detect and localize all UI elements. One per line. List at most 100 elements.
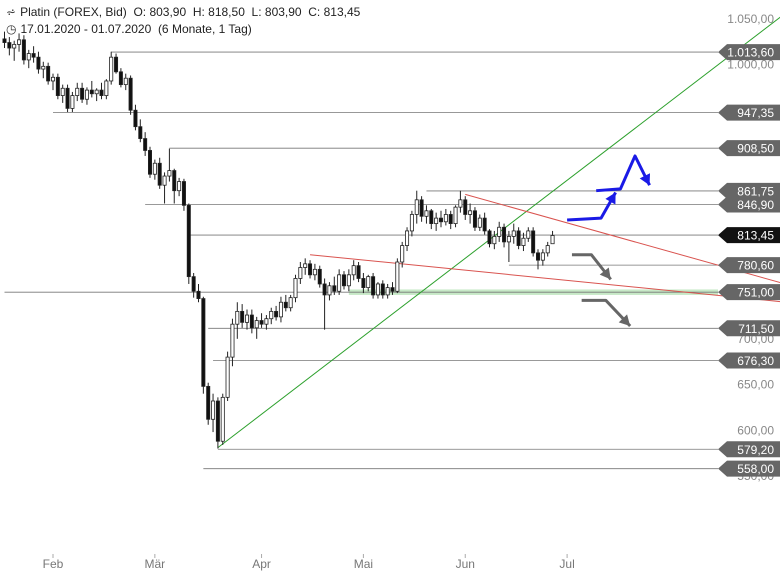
candle-body (167, 170, 172, 177)
candle-body (438, 217, 443, 223)
candle-body (492, 236, 497, 245)
level-label: 780,60 (737, 259, 774, 273)
trendline (465, 193, 780, 284)
open-value: O: 803,90 (133, 5, 187, 19)
candle-body (143, 138, 148, 151)
candle-body (138, 126, 143, 139)
trendline (310, 254, 780, 303)
candle-body (531, 230, 536, 254)
candle-body (109, 56, 114, 82)
candle-body (337, 274, 342, 292)
close-value: C: 813,45 (308, 5, 361, 19)
candle-body (278, 301, 283, 318)
candle-body (118, 71, 123, 86)
candle-body (536, 252, 541, 261)
arrow-head (618, 314, 631, 327)
candle-body (506, 236, 511, 243)
candle-body (453, 206, 458, 225)
candle-body (36, 56, 41, 70)
level-tag (718, 182, 780, 199)
candle-body (472, 210, 477, 228)
candle-body (288, 297, 293, 309)
candle-body (196, 290, 201, 299)
candle-body (191, 276, 196, 292)
candle-body (293, 278, 298, 299)
candle-body (516, 230, 521, 246)
low-value: L: 803,90 (251, 5, 302, 19)
candle-body (385, 287, 390, 296)
candle-body (21, 39, 26, 61)
level-tag (718, 441, 780, 458)
candle-body (181, 181, 186, 206)
candle-body (186, 204, 191, 278)
x-tick-label: Jun (456, 557, 475, 571)
clock-icon: ◷ (6, 22, 17, 36)
candle-body (414, 199, 419, 215)
candle-body (443, 214, 448, 223)
candle-body (361, 278, 366, 289)
candle-body (521, 237, 526, 246)
candle-body (211, 400, 216, 420)
candle-body (303, 263, 308, 268)
level-tag (718, 284, 780, 301)
candle-body (375, 283, 380, 296)
candle-body (244, 314, 249, 323)
high-value: H: 818,50 (192, 5, 245, 19)
x-tick-label: Apr (252, 557, 271, 571)
candle-body (317, 268, 322, 285)
candle-body (312, 268, 317, 276)
candle-body (26, 53, 31, 61)
candle-body (550, 235, 555, 245)
candle-body (220, 396, 225, 442)
candle-body (463, 199, 468, 215)
candle-body (123, 77, 128, 86)
level-tag (718, 352, 780, 369)
candle-body (356, 265, 361, 279)
candle-body (89, 89, 94, 95)
level-label: 558,00 (737, 462, 774, 476)
level-tag (718, 196, 780, 213)
candle-body (283, 301, 288, 309)
candle-body (540, 252, 545, 261)
candle-body (215, 400, 220, 442)
level-label: 676,30 (737, 354, 774, 368)
candle-body (468, 210, 473, 215)
candle-body (371, 276, 376, 296)
candle-body (327, 285, 332, 296)
candle-body (477, 217, 482, 228)
candle-body (60, 87, 65, 96)
candle-body (482, 217, 487, 232)
candle-body (419, 199, 424, 217)
level-tag (718, 320, 780, 337)
candle-body (434, 217, 439, 225)
level-tag (718, 104, 780, 121)
candle-body (390, 287, 395, 292)
candle-body (269, 310, 274, 320)
candle-body (177, 181, 182, 192)
arrow-head (599, 267, 611, 280)
y-tick-label: 1.000,00 (727, 58, 774, 72)
candle-body (332, 285, 337, 292)
level-label: 947,35 (737, 106, 774, 120)
candle-body (201, 298, 206, 387)
candle-body (395, 261, 400, 292)
candle-body (405, 230, 410, 246)
forecast-arrow (596, 154, 651, 193)
candle-body (157, 162, 162, 186)
y-tick-label: 600,00 (737, 423, 774, 437)
forecast-arrow (567, 191, 617, 222)
candle-body (511, 230, 516, 237)
level-label: 861,75 (737, 184, 774, 198)
candle-body (80, 87, 85, 100)
candle-body (225, 356, 230, 398)
forecast-arrow (581, 298, 632, 328)
level-tag (718, 44, 780, 61)
candle-body (206, 385, 211, 420)
candle-body (308, 263, 313, 276)
candle-body (424, 210, 429, 217)
candle-body (162, 175, 167, 186)
candle-body (298, 267, 303, 279)
candle-body (7, 42, 12, 49)
level-label: 846,90 (737, 198, 774, 212)
level-tag (718, 257, 780, 274)
